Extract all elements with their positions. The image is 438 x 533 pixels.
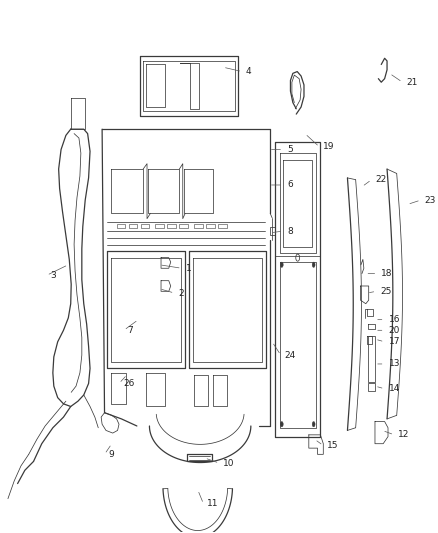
Bar bbox=[141, 224, 149, 229]
Text: 8: 8 bbox=[287, 227, 293, 236]
Bar bbox=[270, 227, 275, 236]
Bar bbox=[368, 336, 375, 382]
Text: 7: 7 bbox=[128, 326, 134, 335]
Bar bbox=[129, 224, 138, 229]
Text: 9: 9 bbox=[108, 450, 114, 459]
Text: 19: 19 bbox=[323, 142, 335, 151]
Bar bbox=[194, 224, 202, 229]
Circle shape bbox=[312, 422, 315, 427]
Bar bbox=[117, 224, 125, 229]
Text: 5: 5 bbox=[287, 145, 293, 154]
Text: 11: 11 bbox=[207, 499, 219, 508]
Text: 18: 18 bbox=[381, 269, 393, 278]
Bar bbox=[180, 224, 188, 229]
Text: 13: 13 bbox=[389, 359, 400, 368]
Circle shape bbox=[312, 262, 315, 268]
Text: 24: 24 bbox=[285, 351, 296, 360]
Text: 21: 21 bbox=[406, 78, 418, 87]
Text: 16: 16 bbox=[389, 315, 400, 324]
Bar bbox=[218, 224, 227, 229]
Text: 4: 4 bbox=[246, 67, 252, 76]
Text: 3: 3 bbox=[50, 271, 56, 280]
Text: 12: 12 bbox=[398, 430, 410, 439]
Bar bbox=[155, 224, 164, 229]
Bar bbox=[167, 224, 176, 229]
Circle shape bbox=[280, 422, 283, 427]
Text: 23: 23 bbox=[425, 196, 436, 205]
Text: 14: 14 bbox=[389, 384, 400, 393]
Text: 10: 10 bbox=[223, 459, 235, 467]
Circle shape bbox=[280, 262, 283, 268]
Text: 6: 6 bbox=[287, 181, 293, 190]
Text: 1: 1 bbox=[186, 264, 191, 273]
Text: 22: 22 bbox=[375, 175, 387, 184]
Bar bbox=[368, 383, 375, 391]
Text: 2: 2 bbox=[178, 288, 184, 297]
Text: 17: 17 bbox=[389, 337, 400, 346]
Bar bbox=[206, 224, 215, 229]
Text: 20: 20 bbox=[389, 326, 400, 335]
Text: 26: 26 bbox=[123, 379, 134, 388]
Text: 15: 15 bbox=[327, 441, 339, 450]
Text: 25: 25 bbox=[380, 287, 392, 296]
